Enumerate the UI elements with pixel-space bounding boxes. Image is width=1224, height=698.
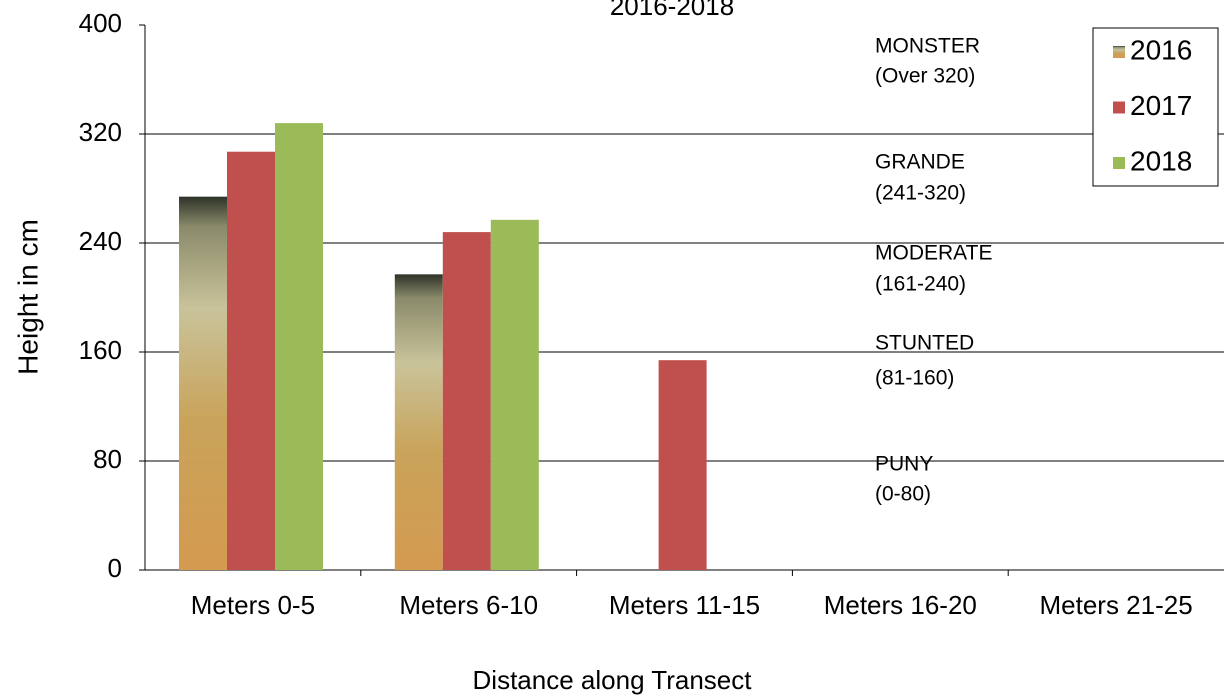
y-tick-label: 400	[79, 8, 122, 38]
bar	[658, 360, 707, 570]
annotation: (241-320)	[875, 182, 966, 205]
legend-label: 2018	[1130, 145, 1192, 176]
annotation: GRANDE	[875, 151, 965, 174]
y-axis-label: Height in cm	[12, 219, 43, 375]
annotation: (81-160)	[875, 367, 954, 390]
annotation: (0-80)	[875, 483, 931, 506]
annotation: (Over 320)	[875, 65, 975, 88]
chart-title: 2016-2018	[610, 0, 734, 21]
annotation: STUNTED	[875, 332, 974, 355]
bar	[394, 274, 443, 570]
y-tick-label: 240	[79, 226, 122, 256]
annotation: (161-240)	[875, 273, 966, 296]
y-tick-label: 80	[93, 444, 122, 474]
y-tick-label: 320	[79, 117, 122, 147]
y-tick-label: 160	[79, 335, 122, 365]
bar	[442, 232, 491, 570]
bar	[275, 123, 323, 570]
annotation: MODERATE	[875, 242, 992, 265]
x-tick-label: Meters 16-20	[824, 590, 977, 620]
legend-swatch	[1113, 157, 1125, 169]
x-axis-label: Distance along Transect	[473, 665, 753, 695]
annotation: MONSTER	[875, 35, 980, 58]
x-tick-label: Meters 21-25	[1040, 590, 1193, 620]
annotation: PUNY	[875, 453, 933, 476]
legend-swatch	[1113, 101, 1125, 114]
legend-label: 2017	[1130, 90, 1192, 121]
legend-label: 2016	[1130, 34, 1192, 65]
x-tick-label: Meters 11-15	[609, 590, 760, 620]
bar	[179, 196, 227, 571]
x-tick-label: Meters 6-10	[399, 590, 538, 620]
bar	[490, 219, 539, 570]
legend-swatch	[1113, 46, 1125, 58]
bar	[227, 151, 275, 570]
x-tick-label: Meters 0-5	[191, 590, 315, 620]
y-tick-label: 0	[108, 553, 122, 583]
